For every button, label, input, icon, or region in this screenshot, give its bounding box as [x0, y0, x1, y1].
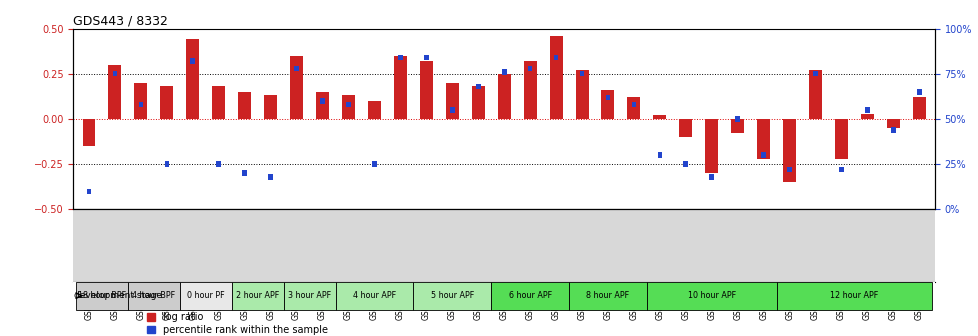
Bar	[838, 167, 843, 172]
Bar	[549, 36, 562, 119]
Bar	[860, 114, 873, 119]
Bar	[264, 95, 277, 119]
Bar	[523, 61, 536, 119]
Text: 8 hour APF: 8 hour APF	[586, 291, 629, 300]
Bar	[134, 83, 148, 119]
Bar	[398, 55, 402, 60]
Bar	[756, 119, 770, 159]
Bar	[652, 115, 666, 119]
Bar	[232, 282, 284, 310]
Bar	[886, 119, 899, 128]
Bar	[657, 153, 661, 158]
Bar	[238, 92, 251, 119]
Bar	[216, 162, 221, 167]
Bar	[450, 107, 454, 113]
Bar	[471, 86, 484, 119]
Bar	[139, 102, 143, 107]
Bar	[294, 66, 298, 71]
Bar	[600, 90, 614, 119]
Text: 0 hour PF: 0 hour PF	[187, 291, 224, 300]
Text: 12 hour APF: 12 hour APF	[829, 291, 877, 300]
Bar	[761, 153, 765, 158]
Text: GDS443 / 8332: GDS443 / 8332	[73, 14, 168, 28]
Bar	[554, 55, 557, 60]
Bar	[164, 162, 169, 167]
Bar	[128, 282, 180, 310]
Bar	[413, 282, 491, 310]
Bar	[782, 119, 795, 182]
Bar	[420, 61, 432, 119]
Bar	[445, 83, 459, 119]
Bar	[76, 282, 128, 310]
Bar	[87, 188, 91, 194]
Bar	[243, 170, 246, 176]
Bar	[734, 116, 739, 122]
Bar	[911, 97, 925, 119]
Bar	[575, 70, 588, 119]
Bar	[284, 282, 335, 310]
Bar	[704, 119, 718, 173]
Bar	[212, 86, 225, 119]
Bar	[786, 167, 791, 172]
Text: development stage: development stage	[74, 291, 161, 300]
Text: 4 hour APF: 4 hour APF	[352, 291, 395, 300]
Bar	[527, 66, 532, 71]
Bar	[191, 58, 195, 64]
Bar	[109, 65, 121, 119]
Bar	[813, 71, 817, 77]
Bar	[341, 95, 355, 119]
Bar	[186, 39, 200, 119]
Bar	[268, 174, 273, 179]
Bar	[335, 282, 413, 310]
Bar	[865, 107, 868, 113]
Bar	[112, 71, 117, 77]
Bar	[346, 102, 350, 107]
Bar	[568, 282, 646, 310]
Bar	[491, 282, 568, 310]
Bar	[709, 174, 713, 179]
Text: 6 hour APF: 6 hour APF	[508, 291, 552, 300]
Bar	[82, 119, 96, 146]
Bar	[497, 74, 511, 119]
Bar	[316, 92, 329, 119]
Bar	[180, 282, 232, 310]
Bar	[502, 69, 506, 75]
Bar	[579, 71, 584, 77]
Text: 18 hour BPF: 18 hour BPF	[78, 291, 126, 300]
Text: 4 hour BPF: 4 hour BPF	[132, 291, 175, 300]
Bar	[683, 162, 688, 167]
Bar	[776, 282, 931, 310]
Text: 3 hour APF: 3 hour APF	[288, 291, 331, 300]
Legend: log ratio, percentile rank within the sample: log ratio, percentile rank within the sa…	[147, 312, 328, 335]
Bar	[679, 119, 691, 137]
Bar	[646, 282, 776, 310]
Bar	[605, 94, 609, 100]
Bar	[731, 119, 743, 133]
Bar	[320, 98, 325, 103]
Bar	[627, 97, 640, 119]
Bar	[475, 84, 480, 89]
Bar	[160, 86, 173, 119]
Bar	[808, 70, 822, 119]
Bar	[916, 89, 920, 94]
Bar	[631, 102, 636, 107]
Text: 10 hour APF: 10 hour APF	[687, 291, 735, 300]
Text: 5 hour APF: 5 hour APF	[430, 291, 473, 300]
Bar	[289, 56, 303, 119]
Bar	[372, 162, 377, 167]
Bar	[393, 56, 407, 119]
Bar	[834, 119, 847, 159]
Bar	[423, 55, 428, 60]
Bar	[890, 127, 895, 132]
Text: 2 hour APF: 2 hour APF	[236, 291, 279, 300]
Bar	[368, 101, 380, 119]
